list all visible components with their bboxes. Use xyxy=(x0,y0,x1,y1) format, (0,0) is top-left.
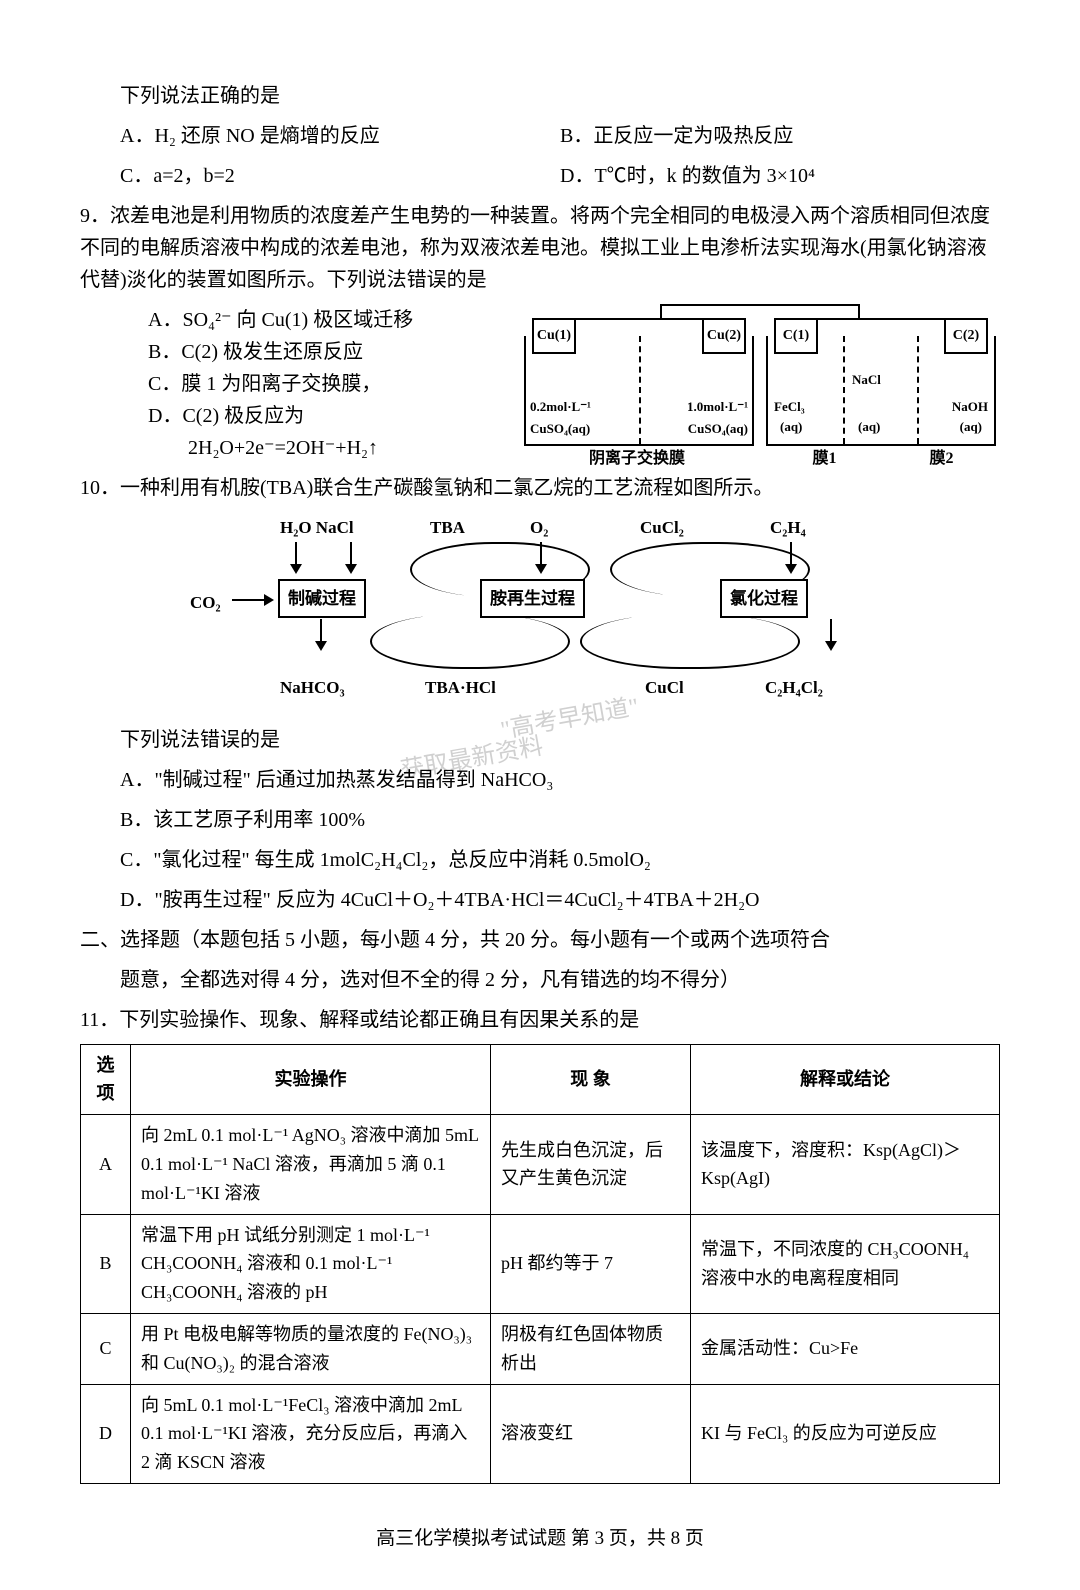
q11-num: 11． xyxy=(80,1004,119,1036)
th-opt: 选项 xyxy=(81,1044,131,1115)
th-phen: 现 象 xyxy=(491,1044,691,1115)
q9-optB: B．C(2) 极发生还原反应 xyxy=(148,336,500,368)
box1: 制碱过程 xyxy=(278,579,366,618)
rowB-phen: pH 都约等于 7 xyxy=(491,1214,691,1313)
q9-optC: C．膜 1 为阳离子交换膜， xyxy=(148,368,500,400)
q8-optA: A．H₂ 还原 NO 是熵增的反应 xyxy=(120,120,560,152)
q8-prompt: 下列说法正确的是 xyxy=(80,80,1000,112)
right-cell: C(1) C(2) NaCl FeCl₃ NaOH (aq) (aq) (aq) xyxy=(766,336,996,446)
rowD-concl: KI 与 FeCl₃ 的反应为可逆反应 xyxy=(691,1384,1000,1483)
aq3: (aq) xyxy=(960,417,982,438)
q11-stem: 下列实验操作、现象、解释或结论都正确且有因果关系的是 xyxy=(119,1009,639,1031)
q9-stem: 浓差电池是利用物质的浓度差产生电势的一种装置。将两个完全相同的电极浸入两个溶质相… xyxy=(80,205,990,291)
q8-optC: C．a=2，b=2 xyxy=(120,160,560,192)
aq2: (aq) xyxy=(858,417,880,438)
in-cucl2: CuCl₂ xyxy=(640,514,684,541)
q8-optD: D．T℃时，k 的数值为 3×10⁴ xyxy=(560,160,1000,192)
mem2: 膜2 xyxy=(929,446,953,472)
q10-optD: D．"胺再生过程" 反应为 4CuCl＋O₂＋4TBA·HCl＝4CuCl₂＋4… xyxy=(80,884,1000,916)
in-c2h4: C₂H₄ xyxy=(770,514,806,541)
q9-body: A．SO₄²⁻ 向 Cu(1) 极区域迁移 B．C(2) 极发生还原反应 C．膜… xyxy=(80,304,1000,472)
rowA-phen: 先生成白色沉淀，后又产生黄色沉淀 xyxy=(491,1115,691,1214)
table-row: B 常温下用 pH 试纸分别测定 1 mol·L⁻¹ CH₃COONH₄ 溶液和… xyxy=(81,1214,1000,1313)
q9-diagram: Cu(1) Cu(2) 0.2mol·L⁻¹ 1.0mol·L⁻¹ CuSO₄(… xyxy=(520,304,1000,472)
electrode-cu1: Cu(1) xyxy=(532,318,576,354)
th-concl: 解释或结论 xyxy=(691,1044,1000,1115)
out-tbahcl: TBA·HCl xyxy=(425,674,496,701)
rowA-id: A xyxy=(81,1115,131,1214)
in-tba: TBA xyxy=(430,514,465,541)
rowC-id: C xyxy=(81,1313,131,1384)
section2-title: 二、选择题（本题包括 5 小题，每小题 4 分，共 20 分。每小题有一个或两个… xyxy=(80,924,1000,956)
left-cell: Cu(1) Cu(2) 0.2mol·L⁻¹ 1.0mol·L⁻¹ CuSO₄(… xyxy=(524,336,754,446)
q10-prompt: 下列说法错误的是 xyxy=(80,724,1000,756)
section2-title2: 题意，全都选对得 4 分，选对但不全的得 2 分，凡有错选的均不得分） xyxy=(80,964,1000,996)
rowC-op: 用 Pt 电极电解等物质的量浓度的 Fe(NO₃)₃ 和 Cu(NO₃)₂ 的混… xyxy=(131,1313,491,1384)
rowB-concl: 常温下，不同浓度的 CH₃COONH₄ 溶液中水的电离程度相同 xyxy=(691,1214,1000,1313)
electrode-cu2: Cu(2) xyxy=(702,318,746,354)
q10: 10．一种利用有机胺(TBA)联合生产碳酸氢钠和二氯乙烷的工艺流程如图所示。 xyxy=(80,472,1000,504)
th-op: 实验操作 xyxy=(131,1044,491,1115)
q9-options: A．SO₄²⁻ 向 Cu(1) 极区域迁移 B．C(2) 极发生还原反应 C．膜… xyxy=(80,304,500,464)
table-row: A 向 2mL 0.1 mol·L⁻¹ AgNO₃ 溶液中滴加 5mL 0.1 … xyxy=(81,1115,1000,1214)
q10-num: 10． xyxy=(80,472,120,504)
electrode-c1: C(1) xyxy=(774,318,818,354)
q9-optD2: 2H₂O+2e⁻=2OH⁻+H₂↑ xyxy=(148,432,500,464)
box2: 胺再生过程 xyxy=(480,579,585,618)
nacl: NaCl xyxy=(852,370,881,391)
q9: 9．浓差电池是利用物质的浓度差产生电势的一种装置。将两个完全相同的电极浸入两个溶… xyxy=(80,200,1000,296)
out-c2h4cl2: C₂H₄Cl₂ xyxy=(765,674,823,701)
q11-table: 选项 实验操作 现 象 解释或结论 A 向 2mL 0.1 mol·L⁻¹ Ag… xyxy=(80,1044,1000,1484)
left-label-a: CuSO₄(aq) xyxy=(530,419,590,440)
rowD-phen: 溶液变红 xyxy=(491,1384,691,1483)
out-nahco3: NaHCO₃ xyxy=(280,674,345,701)
q9-optD: D．C(2) 极反应为 xyxy=(148,400,500,432)
table-row: C 用 Pt 电极电解等物质的量浓度的 Fe(NO₃)₃ 和 Cu(NO₃)₂ … xyxy=(81,1313,1000,1384)
in-h2o: H₂O NaCl xyxy=(280,514,354,541)
q11: 11．下列实验操作、现象、解释或结论都正确且有因果关系的是 xyxy=(80,1004,1000,1036)
rowC-phen: 阴极有红色固体物质析出 xyxy=(491,1313,691,1384)
rowA-op: 向 2mL 0.1 mol·L⁻¹ AgNO₃ 溶液中滴加 5mL 0.1 mo… xyxy=(131,1115,491,1214)
left-conc-b: 1.0mol·L⁻¹ xyxy=(687,397,748,418)
left-conc-a: 0.2mol·L⁻¹ xyxy=(530,397,591,418)
q10-optA: A．"制碱过程" 后通过加热蒸发结晶得到 NaHCO₃ xyxy=(80,764,1000,796)
rowB-op: 常温下用 pH 试纸分别测定 1 mol·L⁻¹ CH₃COONH₄ 溶液和 0… xyxy=(131,1214,491,1313)
left-label-b: CuSO₄(aq) xyxy=(688,419,748,440)
in-o2: O₂ xyxy=(530,514,548,541)
page-footer: 高三化学模拟考试试题 第 3 页，共 8 页 xyxy=(80,1524,1000,1554)
q10-diagram: H₂O NaCl TBA O₂ CuCl₂ C₂H₄ CO₂ 制碱过程 胺再生过… xyxy=(190,514,890,714)
q8-row1: A．H₂ 还原 NO 是熵增的反应 B．正反应一定为吸热反应 xyxy=(80,120,1000,152)
q8-row2: C．a=2，b=2 D．T℃时，k 的数值为 3×10⁴ xyxy=(80,160,1000,192)
in-co2: CO₂ xyxy=(190,589,221,616)
bottom-left-label: 阴离子交换膜 xyxy=(520,446,754,472)
rowB-id: B xyxy=(81,1214,131,1313)
electrode-c2: C(2) xyxy=(944,318,988,354)
q11-tbody: A 向 2mL 0.1 mol·L⁻¹ AgNO₃ 溶液中滴加 5mL 0.1 … xyxy=(81,1115,1000,1484)
q10-optB: B．该工艺原子利用率 100% xyxy=(80,804,1000,836)
box3: 氯化过程 xyxy=(720,579,808,618)
out-cucl: CuCl xyxy=(645,674,684,701)
mem1: 膜1 xyxy=(812,446,836,472)
fecl3: FeCl₃ xyxy=(774,397,805,418)
rowC-concl: 金属活动性：Cu>Fe xyxy=(691,1313,1000,1384)
q8-optB: B．正反应一定为吸热反应 xyxy=(560,120,1000,152)
rowA-concl: 该温度下，溶度积：Ksp(AgCl)＞Ksp(AgI) xyxy=(691,1115,1000,1214)
aq1: (aq) xyxy=(780,417,802,438)
naoh: NaOH xyxy=(952,397,988,418)
q10-optC: C．"氯化过程" 每生成 1molC₂H₄Cl₂，总反应中消耗 0.5molO₂ xyxy=(80,844,1000,876)
q9-num: 9． xyxy=(80,200,110,232)
rowD-id: D xyxy=(81,1384,131,1483)
table-row: D 向 5mL 0.1 mol·L⁻¹FeCl₃ 溶液中滴加 2mL 0.1 m… xyxy=(81,1384,1000,1483)
q9-optA: A．SO₄²⁻ 向 Cu(1) 极区域迁移 xyxy=(148,304,500,336)
q10-stem: 一种利用有机胺(TBA)联合生产碳酸氢钠和二氯乙烷的工艺流程如图所示。 xyxy=(120,477,773,499)
rowD-op: 向 5mL 0.1 mol·L⁻¹FeCl₃ 溶液中滴加 2mL 0.1 mol… xyxy=(131,1384,491,1483)
